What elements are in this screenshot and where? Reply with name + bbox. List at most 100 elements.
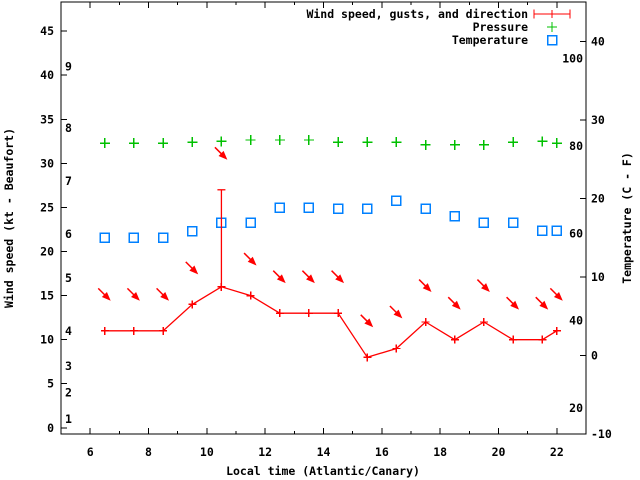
legend: Wind speed, gusts, and direction Pressur… [306, 7, 571, 47]
wind-point-marker [552, 326, 561, 335]
arrow-head [422, 283, 432, 292]
kt-tick-label: 15 [40, 289, 54, 303]
pressure-marker [216, 136, 227, 147]
wind-direction-arrow [156, 287, 170, 301]
pressure-marker [128, 138, 139, 149]
kt-tick-label: 35 [40, 112, 54, 126]
pressure-marker [274, 134, 285, 145]
arrow-head [276, 274, 286, 284]
temperature-marker [420, 203, 431, 214]
fahrenheit-label: 40 [569, 314, 583, 328]
x-tick-label: 12 [258, 445, 272, 459]
arrow-head [451, 300, 461, 310]
wind-direction-arrow [97, 287, 111, 301]
temperature-marker [362, 203, 373, 214]
wind-direction-arrow [331, 270, 345, 284]
wind-point-marker [304, 309, 313, 318]
arrow-head [335, 274, 345, 284]
wind-direction-arrow [447, 296, 461, 310]
wind-point-marker [334, 309, 343, 318]
celsius-tick-label: 40 [591, 34, 605, 48]
beaufort-label: 2 [65, 386, 72, 400]
temperature-marker [449, 211, 460, 222]
wind-point-marker [363, 353, 372, 362]
beaufort-label: 4 [65, 324, 72, 338]
y-right-axis-title: Temperature (C - F) [620, 152, 634, 284]
wind-point-marker [479, 318, 488, 327]
wind-direction-arrow [243, 252, 257, 266]
pressure-marker [537, 136, 548, 147]
legend-sample-wind [533, 9, 571, 19]
pressure-marker [508, 137, 519, 148]
kt-tick-label: 40 [40, 68, 54, 82]
wind-point-marker [421, 318, 430, 327]
wind-point-marker [100, 326, 109, 335]
pressure-marker [362, 137, 373, 148]
arrow-head [160, 291, 170, 301]
fahrenheit-label: 100 [562, 52, 583, 66]
arrow-head [393, 309, 403, 319]
celsius-tick-label: 20 [591, 191, 605, 205]
x-tick-label: 8 [145, 445, 152, 459]
arrow-head [481, 283, 490, 292]
arrow-head [364, 318, 374, 328]
wind-point-marker [538, 335, 547, 344]
beaufort-label: 1 [65, 412, 72, 426]
fahrenheit-label: 80 [569, 139, 583, 153]
x-tick-label: 14 [317, 445, 331, 459]
wind-direction-arrow [476, 279, 490, 292]
temperature-marker [551, 225, 563, 236]
wind-point-marker [275, 309, 284, 318]
wind-point-marker [450, 335, 459, 344]
wind-direction-arrow [360, 314, 374, 328]
legend-samples [533, 9, 571, 46]
x-tick-label: 10 [200, 445, 214, 459]
legend-label-temperature: Temperature [452, 33, 528, 47]
pressure-marker [187, 137, 198, 148]
kt-tick-label: 5 [47, 377, 54, 391]
arrow-head [553, 291, 563, 301]
x-tick-label: 20 [492, 445, 506, 459]
temperature-marker [391, 195, 402, 206]
pressure-marker [99, 138, 110, 149]
beaufort-label: 6 [65, 227, 72, 241]
wind-direction-arrow [418, 279, 432, 292]
arrow-head [101, 291, 111, 301]
kt-tick-label: 10 [40, 333, 54, 347]
fahrenheit-label: 20 [569, 401, 583, 415]
legend-label-wind: Wind speed, gusts, and direction [306, 7, 528, 21]
pressure-marker [391, 137, 402, 148]
temperature-marker [274, 202, 285, 214]
beaufort-label: 3 [65, 359, 72, 373]
wind-direction-arrow [389, 305, 403, 319]
x-tick-label: 22 [550, 445, 564, 459]
pressure-marker [333, 137, 344, 148]
wind-direction-arrow [506, 296, 520, 310]
beaufort-label: 7 [65, 174, 72, 188]
temperature-marker [332, 203, 344, 214]
wind-point-marker [129, 326, 138, 335]
temperature-marker [99, 232, 110, 243]
x-tick-label: 16 [375, 445, 389, 459]
chart-series [97, 134, 563, 362]
arrow-head [218, 150, 228, 160]
legend-label-pressure: Pressure [473, 20, 528, 34]
x-tick-label: 6 [87, 445, 94, 459]
plot-border [60, 1, 587, 435]
arrow-head [306, 274, 315, 284]
kt-tick-label: 45 [40, 24, 54, 38]
kt-tick-label: 25 [40, 200, 54, 214]
wind-direction-arrow [301, 270, 315, 284]
pressure-marker [158, 138, 169, 149]
pressure-marker [420, 139, 431, 150]
pressure-marker [303, 134, 314, 145]
temperature-marker [157, 232, 169, 243]
temperature-marker [187, 226, 198, 237]
pressure-marker [551, 138, 562, 149]
wind-direction-arrow [185, 261, 199, 275]
temperature-marker [507, 217, 519, 228]
arrow-head [539, 300, 549, 310]
kt-tick-label: 20 [40, 245, 54, 259]
